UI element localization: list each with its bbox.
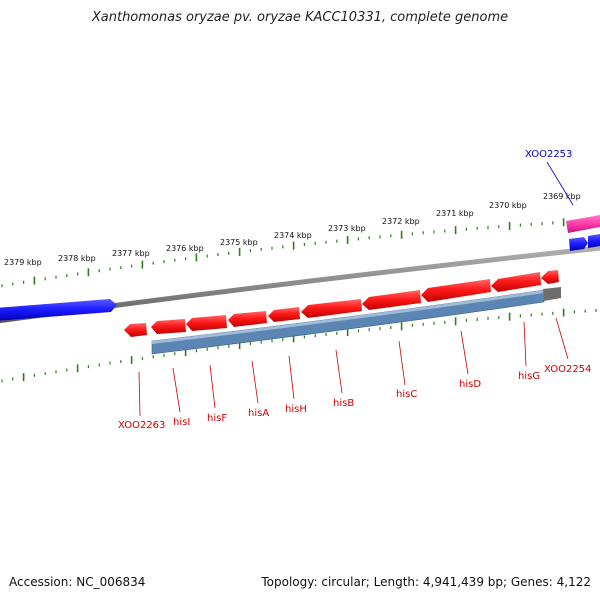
cds-hisF[interactable]: [186, 315, 227, 331]
forward-cds-xoo2253-blue-b[interactable]: [588, 234, 600, 248]
inner-tick-scale: [1, 308, 597, 383]
leader-xoo2254: [555, 317, 569, 360]
cds-hisD[interactable]: [421, 279, 491, 302]
forward-cds-xoo2253-blue-a[interactable]: [569, 237, 588, 251]
leader-hisC: [398, 340, 406, 386]
forward-cds-xoo2253-pink[interactable]: [566, 215, 600, 233]
cds-hisG[interactable]: [491, 272, 541, 292]
tick-label-2377: 2377 kbp: [112, 249, 150, 258]
gene-labels: XOO2253 XOO2254 hisG hisD hisC hisB hisH…: [118, 149, 591, 431]
tick-label-2379: 2379 kbp: [4, 258, 42, 267]
leader-hisI: [172, 367, 181, 413]
gene-label-hisG[interactable]: hisG: [518, 371, 540, 382]
gene-label-lines: [138, 161, 574, 417]
gene-label-hisA[interactable]: hisA: [248, 408, 269, 419]
gene-label-xoo2263[interactable]: XOO2263: [118, 420, 165, 431]
tick-label-2376: 2376 kbp: [166, 244, 204, 253]
tick-label-2375: 2375 kbp: [220, 238, 258, 247]
leader-hisB: [335, 349, 343, 394]
tick-label-2371: 2371 kbp: [436, 209, 474, 218]
gene-label-hisB[interactable]: hisB: [333, 398, 354, 409]
his-operon-bar-highlight: [152, 290, 544, 344]
gene-label-hisF[interactable]: hisF: [207, 413, 227, 424]
leader-hisD: [460, 330, 469, 375]
tick-label-2378: 2378 kbp: [58, 254, 96, 263]
reverse-cds-group: [124, 270, 559, 337]
gene-label-xoo2253[interactable]: XOO2253: [525, 149, 572, 160]
cds-hisI[interactable]: [151, 319, 186, 334]
cds-hisA[interactable]: [228, 311, 267, 327]
leader-hisA: [251, 360, 259, 404]
tick-label-2370: 2370 kbp: [489, 201, 527, 210]
leader-hisF: [209, 364, 216, 409]
gene-label-hisC[interactable]: hisC: [396, 389, 417, 400]
outer-tick-scale: [1, 218, 597, 288]
tick-labels: 2369 kbp 2370 kbp 2371 kbp 2372 kbp 2373…: [4, 192, 581, 267]
gene-label-hisH[interactable]: hisH: [285, 404, 307, 415]
cds-hisB[interactable]: [301, 299, 362, 318]
genome-title: Xanthomonas oryzae pv. oryzae KACC10331,…: [91, 10, 509, 25]
accession-text: Accession: NC_006834: [9, 575, 146, 589]
leader-hisH: [288, 355, 295, 400]
tick-label-2374: 2374 kbp: [274, 231, 312, 240]
cds-xoo2263[interactable]: [124, 323, 147, 337]
gene-label-xoo2254[interactable]: XOO2254: [544, 364, 591, 375]
cds-hisC[interactable]: [362, 290, 421, 310]
cds-hisH[interactable]: [268, 307, 300, 322]
gene-label-hisD[interactable]: hisD: [459, 379, 481, 390]
gene-label-hisI[interactable]: hisI: [173, 417, 190, 428]
tick-label-2369: 2369 kbp: [543, 192, 581, 201]
leader-xoo2263: [138, 371, 141, 417]
leader-xoo2253: [546, 161, 574, 206]
forward-cds-left[interactable]: [0, 299, 117, 321]
cds-xoo2254[interactable]: [541, 270, 559, 284]
tick-label-2373: 2373 kbp: [328, 224, 366, 233]
topology-text: Topology: circular; Length: 4,941,439 bp…: [261, 575, 591, 589]
tick-label-2372: 2372 kbp: [382, 217, 420, 226]
leader-hisG: [523, 321, 527, 367]
xoo2254-grey-block: [543, 287, 561, 301]
